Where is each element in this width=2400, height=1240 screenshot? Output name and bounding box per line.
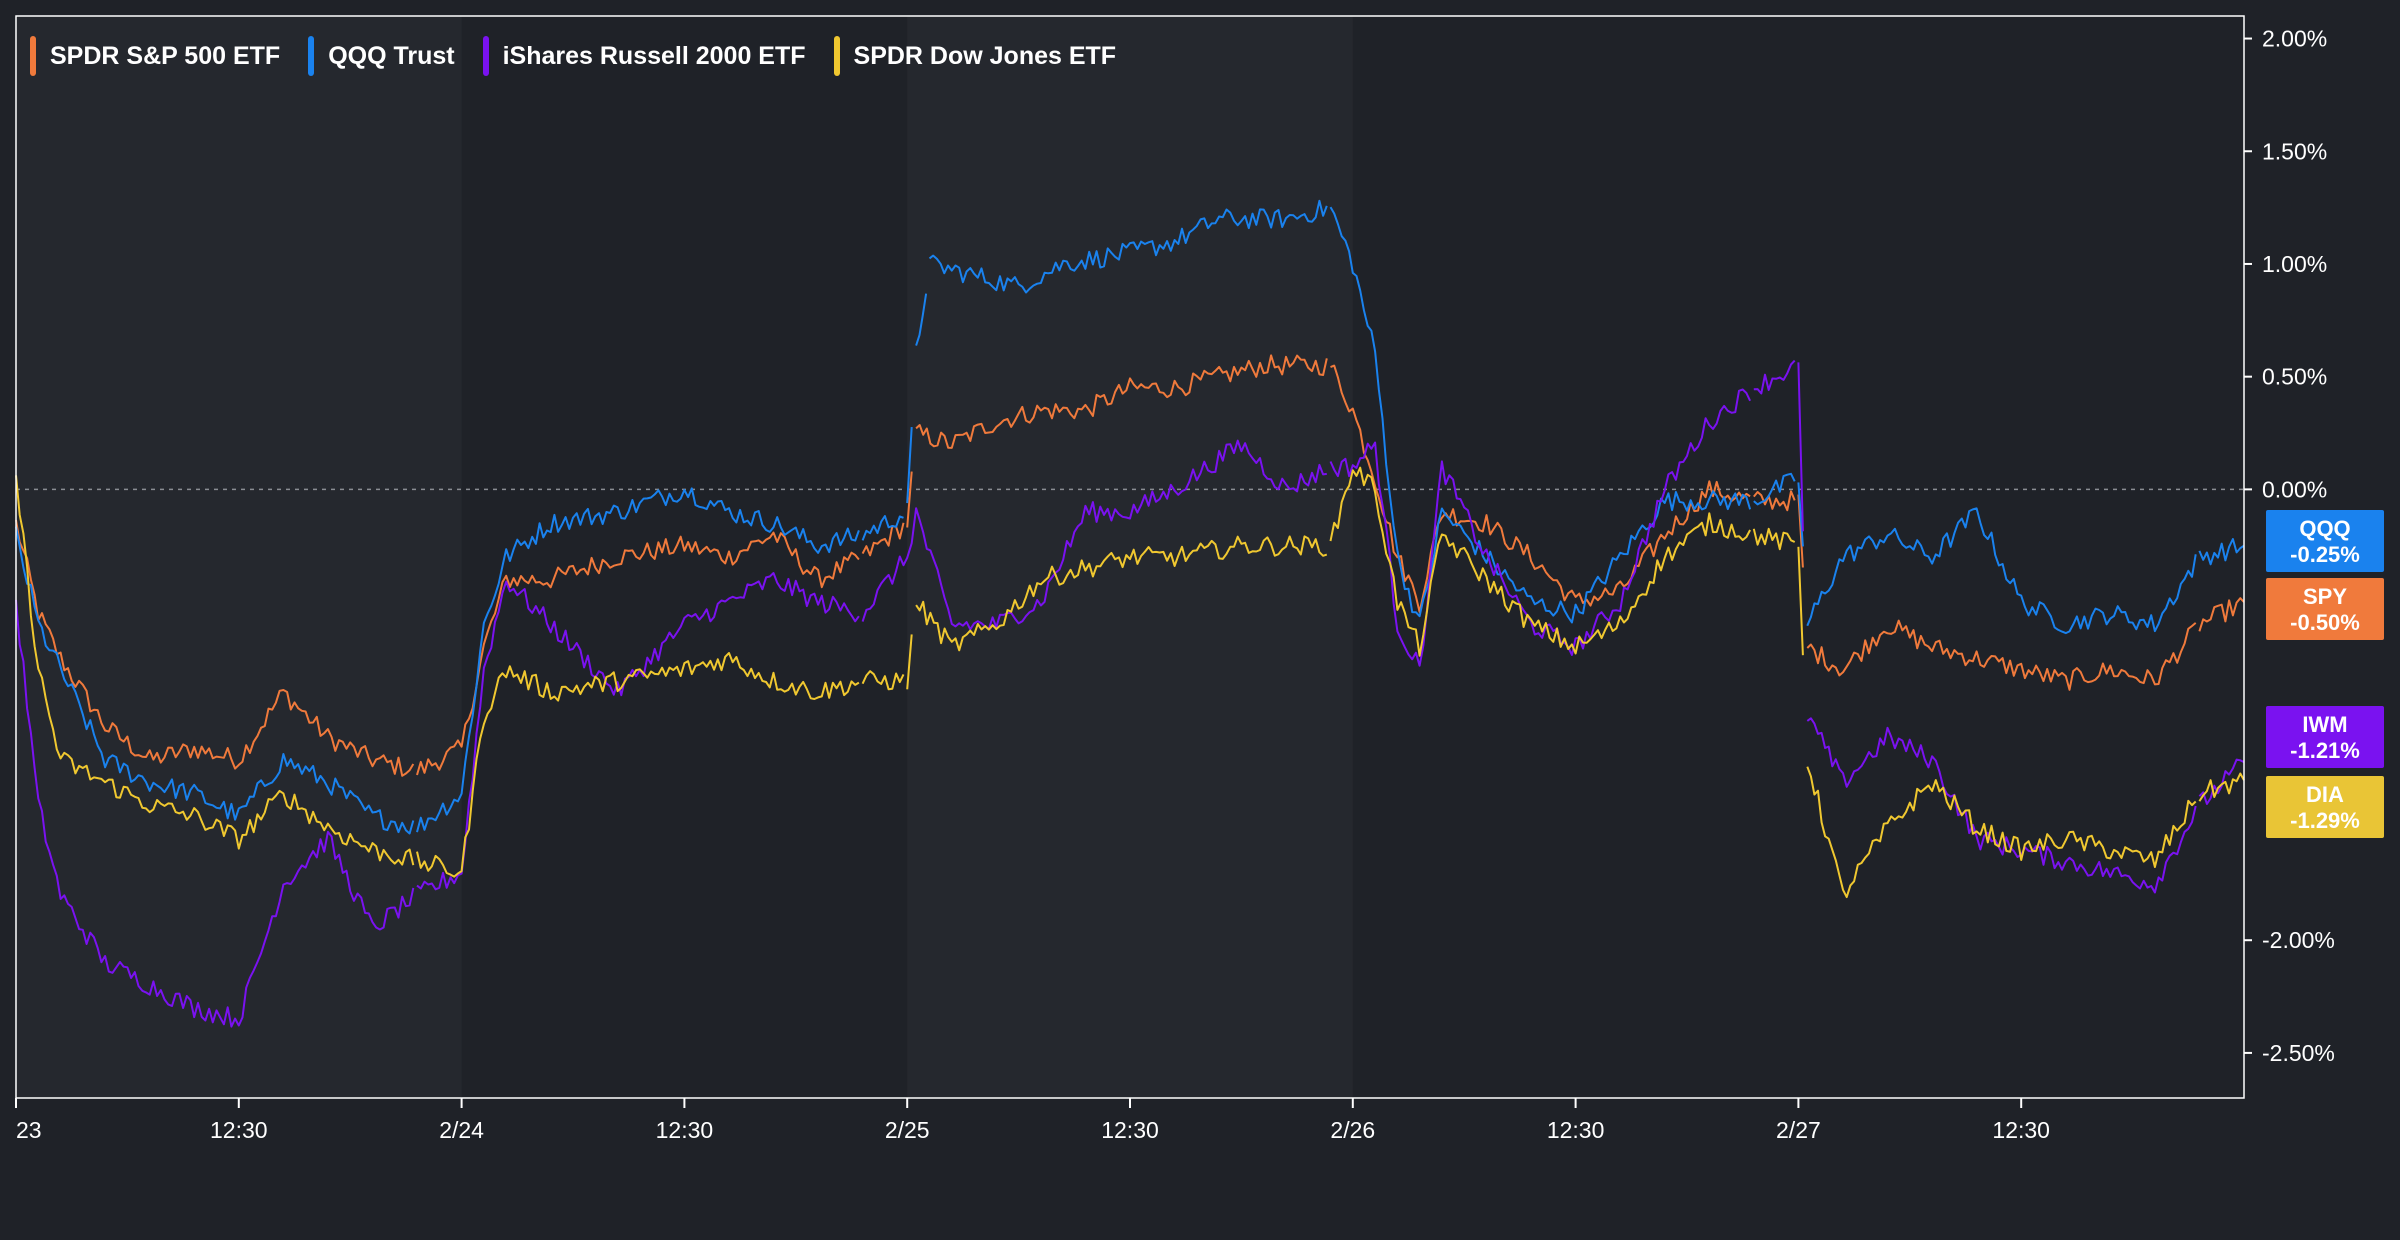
x-tick-label: 2/25	[885, 1117, 930, 1143]
badge-box	[2266, 578, 2384, 640]
badge-value: -0.25%	[2290, 542, 2360, 567]
legend-label: iShares Russell 2000 ETF	[502, 41, 806, 70]
badge-dia: DIA-1.29%	[2266, 776, 2384, 838]
y-axis: 2.00% 1.50% 1.00% 0.50% 0.00% -2.00% -2.50%	[2244, 26, 2335, 1066]
x-tick-label: 12:30	[210, 1117, 268, 1143]
badge-box	[2266, 510, 2384, 572]
series-lines	[15, 199, 2245, 1028]
legend-label: SPDR S&P 500 ETF	[50, 41, 281, 70]
badge-ticker: SPY	[2303, 584, 2347, 609]
legend-item-dia[interactable]: SPDR Dow Jones ETF	[833, 36, 1145, 76]
series-line-iwm	[15, 359, 2245, 1028]
badge-box	[2266, 706, 2384, 768]
badge-qqq: QQQ-0.25%	[2266, 510, 2384, 572]
x-axis: 23 12:30 2/24 12:30 2/25 12:30 2/26 12:30 2/27 12…	[15, 1098, 2050, 1143]
y-tick-label: 1.00%	[2262, 251, 2327, 277]
legend-swatch	[308, 36, 315, 76]
x-tick-label: 2/24	[439, 1117, 484, 1143]
last-value-badges: QQQ-0.25%SPY-0.50%IWM-1.21%DIA-1.29%	[2266, 510, 2384, 838]
x-tick-label: 2/26	[1330, 1117, 1375, 1143]
badge-box	[2266, 776, 2384, 838]
y-tick-label: 2.00%	[2262, 26, 2327, 52]
series-line-spy	[15, 354, 2245, 777]
legend-item-spy[interactable]: SPDR S&P 500 ETF	[30, 36, 308, 76]
legend: SPDR S&P 500 ETF QQQ Trust iShares Russe…	[30, 36, 1144, 76]
legend-item-iwm[interactable]: iShares Russell 2000 ETF	[482, 36, 834, 76]
series-line-qqq	[15, 199, 2245, 835]
x-tick-label: 2/27	[1776, 1117, 1821, 1143]
y-tick-label: 1.50%	[2262, 138, 2327, 164]
y-tick-label: 0.50%	[2262, 364, 2327, 390]
x-tick-label: 12:30	[656, 1117, 714, 1143]
legend-swatch	[30, 36, 36, 76]
badge-spy: SPY-0.50%	[2266, 578, 2384, 640]
legend-label: SPDR Dow Jones ETF	[853, 41, 1117, 70]
y-tick-label: 0.00%	[2262, 476, 2327, 502]
legend-swatch	[833, 36, 840, 76]
badge-value: -1.21%	[2290, 738, 2360, 763]
session-bands	[16, 16, 1353, 1098]
x-tick-label: 23	[16, 1117, 42, 1143]
legend-label: QQQ Trust	[328, 41, 455, 70]
badge-ticker: DIA	[2306, 782, 2344, 807]
y-tick-label: -2.00%	[2262, 927, 2335, 953]
x-tick-label: 12:30	[1547, 1117, 1605, 1143]
series-line-dia	[15, 466, 2245, 899]
y-tick-label: -2.50%	[2262, 1040, 2335, 1066]
badge-value: -0.50%	[2290, 610, 2360, 635]
badge-iwm: IWM-1.21%	[2266, 706, 2384, 768]
badge-value: -1.29%	[2290, 808, 2360, 833]
legend-item-qqq[interactable]: QQQ Trust	[308, 36, 482, 76]
x-tick-label: 12:30	[1992, 1117, 2050, 1143]
session-band	[16, 16, 462, 1098]
x-tick-label: 12:30	[1101, 1117, 1159, 1143]
badge-ticker: IWM	[2302, 712, 2347, 737]
legend-swatch	[482, 36, 489, 76]
badge-ticker: QQQ	[2299, 516, 2350, 541]
